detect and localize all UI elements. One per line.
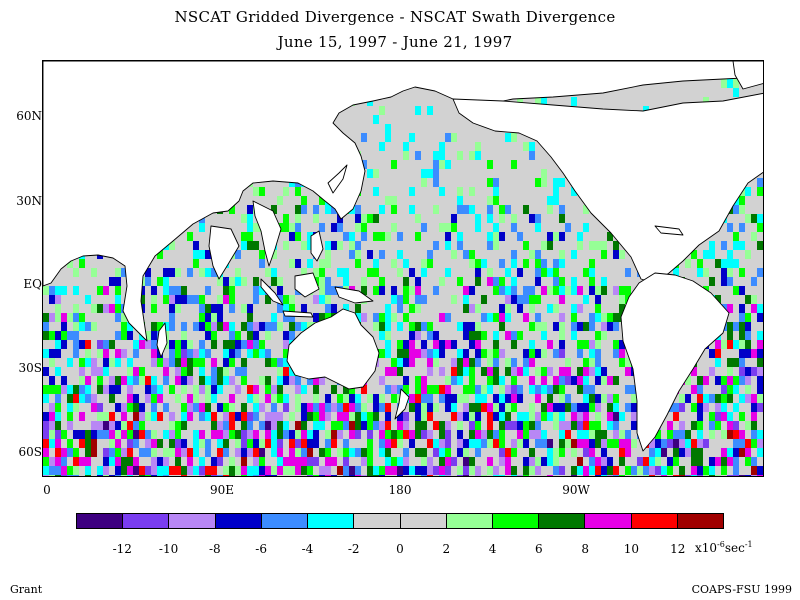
map-title: NSCAT Gridded Divergence - NSCAT Swath D…	[174, 8, 616, 26]
map-date-range: June 15, 1997 - June 21, 1997	[277, 33, 513, 51]
landmass-australia	[286, 308, 380, 390]
colorbar-swatch-4	[261, 514, 309, 528]
colorbar-tick-label: 0	[396, 542, 404, 556]
colorbar-swatch-1	[123, 514, 170, 528]
continents	[43, 61, 763, 452]
colorbar-units: x10-6sec-1	[695, 540, 753, 555]
landmass-cuba	[654, 225, 684, 236]
landmass-new-guinea	[334, 286, 374, 304]
lat-label-60n: 60N	[16, 109, 42, 123]
lat-label-30n: 30N	[16, 194, 42, 208]
colorbar-swatch-7	[400, 514, 447, 528]
landmass-north-america	[452, 92, 763, 284]
author-credit: Grant	[10, 583, 43, 596]
colorbar-swatch-13	[677, 514, 724, 528]
institution-credit: COAPS-FSU 1999	[691, 583, 792, 596]
colorbar-tick-label: 8	[581, 542, 589, 556]
colorbar-swatch-11	[585, 514, 632, 528]
colorbar-swatch-0	[77, 514, 124, 528]
colorbar-swatch-3	[215, 514, 262, 528]
lat-label-60s: 60S	[18, 445, 43, 459]
divergence-field	[43, 61, 763, 476]
colorbar-tick-label: 12	[670, 542, 686, 556]
lat-label-30s: 30S	[18, 361, 43, 375]
colorbar-tick-label: 10	[623, 542, 640, 556]
colorbar-swatch-9	[492, 514, 540, 528]
colorbar-tick-label: -6	[255, 542, 267, 556]
colorbar-swatch-2	[169, 514, 216, 528]
colorbar-swatch-10	[539, 514, 586, 528]
colorbar-tick-label: -10	[158, 542, 179, 556]
landmass-india	[208, 225, 240, 280]
colorbar-tick-label: -2	[347, 542, 360, 556]
lon-label-90e: 90E	[209, 483, 235, 497]
landmass-borneo	[294, 272, 320, 298]
colorbar-tick-label: -12	[112, 542, 132, 556]
colorbar-tick-label: 4	[488, 542, 497, 556]
landmass-madagascar	[156, 322, 168, 358]
lon-label-90w: 90W	[562, 483, 590, 497]
colorbar-swatch-5	[308, 514, 355, 528]
colorbar-swatch-8	[446, 514, 493, 528]
lon-label-180: 180	[388, 483, 412, 497]
landmass-java	[282, 310, 314, 318]
colorbar-tick-label: 2	[442, 542, 451, 556]
lon-label-0: 0	[43, 483, 51, 497]
colorbar-tick-label: -8	[208, 542, 221, 556]
colorbar-tick-label: 6	[535, 542, 543, 556]
lat-label-eq: EQ	[23, 277, 42, 291]
landmass-sumatra	[260, 278, 284, 306]
colorbar	[76, 513, 724, 529]
colorbar-tick-label: -4	[301, 542, 314, 556]
landmass-greenland	[732, 61, 763, 90]
landmass-south-america	[620, 272, 730, 452]
landmass-new-zealand	[394, 388, 410, 420]
landmass-philippines	[310, 230, 324, 262]
landmass-japan	[327, 164, 348, 194]
colorbar-swatch-12	[631, 514, 678, 528]
landmass-se-asia	[252, 200, 282, 267]
divergence-map	[42, 60, 764, 477]
colorbar-swatch-6	[354, 514, 401, 528]
